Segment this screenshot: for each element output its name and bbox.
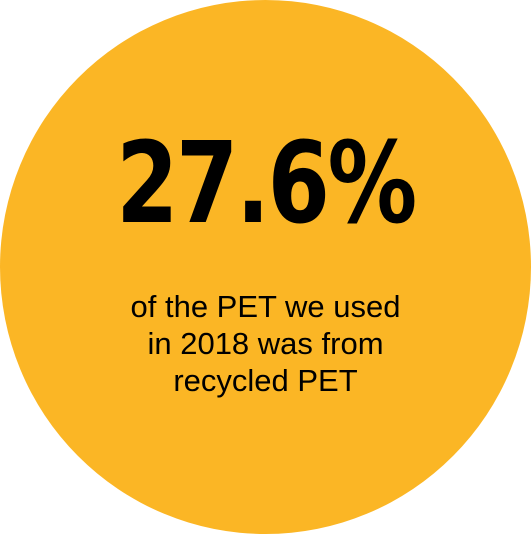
- caption-line-2: in 2018 was from: [40, 325, 491, 362]
- caption-line-3: recycled PET: [40, 362, 491, 399]
- caption-line-1: of the PET we used: [40, 288, 491, 325]
- stat-percentage: 27.6%: [53, 128, 478, 240]
- stat-caption: of the PET we used in 2018 was from recy…: [40, 288, 491, 399]
